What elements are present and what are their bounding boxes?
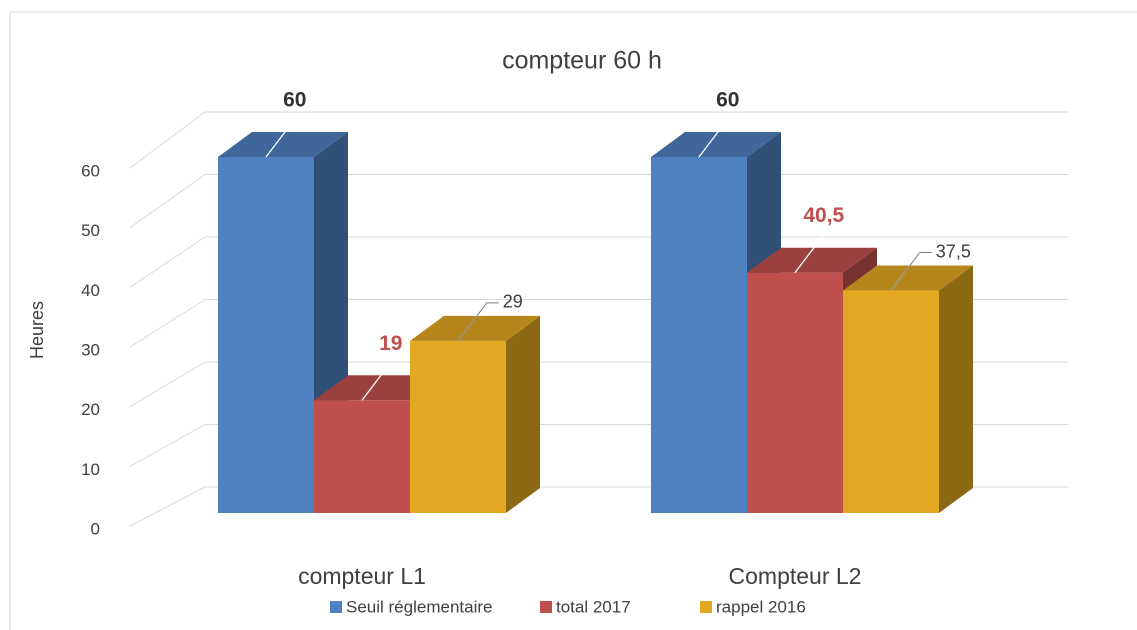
bar-top	[218, 132, 348, 157]
x-tick-label: compteur L1	[298, 563, 426, 589]
data-label: 19	[379, 332, 402, 355]
grid-line	[129, 486, 206, 527]
legend-label: total 2017	[556, 597, 631, 616]
bar	[747, 272, 843, 513]
y-tick-label: 10	[81, 460, 100, 479]
y-tick-label: 30	[81, 340, 100, 359]
chart-title: compteur 60 h	[502, 47, 662, 75]
y-tick-label: 40	[81, 281, 100, 300]
legend-label: Seuil réglementaire	[346, 597, 492, 616]
grid-line	[129, 111, 206, 169]
grid-line	[129, 424, 206, 467]
data-label: 40,5	[803, 204, 844, 227]
leader-line	[698, 118, 729, 158]
leader-line	[457, 302, 499, 342]
y-tick-label: 20	[81, 400, 100, 419]
bar-top	[410, 315, 540, 341]
grid-line	[129, 236, 206, 288]
y-tick-label: 50	[81, 221, 100, 240]
data-label: 60	[283, 89, 306, 112]
legend-label: rappel 2016	[716, 597, 806, 616]
y-tick-label: 60	[81, 161, 100, 180]
bar	[843, 290, 939, 513]
legend-swatch	[540, 601, 552, 613]
bar	[218, 157, 314, 513]
leader-line	[361, 361, 392, 401]
bar-top	[651, 132, 781, 157]
bar-side	[506, 315, 540, 513]
bar	[651, 157, 747, 513]
legend-swatch	[700, 601, 712, 613]
leader-line	[265, 118, 296, 158]
grid-line	[129, 174, 206, 229]
data-label: 29	[503, 292, 523, 312]
leader-line	[890, 252, 932, 291]
y-axis-label: Heures	[27, 301, 47, 359]
grid-line	[129, 361, 206, 408]
data-label: 37,5	[936, 241, 971, 261]
legend-swatch	[330, 601, 342, 613]
bar	[314, 400, 410, 513]
leader-line	[794, 234, 825, 274]
grid-line	[129, 299, 206, 348]
bar	[410, 340, 506, 513]
x-tick-label: Compteur L2	[729, 563, 862, 589]
y-tick-label: 0	[91, 519, 100, 538]
bar-side	[939, 265, 973, 513]
bar-top	[747, 247, 877, 273]
data-label: 60	[716, 89, 739, 112]
bar-top	[843, 265, 973, 291]
